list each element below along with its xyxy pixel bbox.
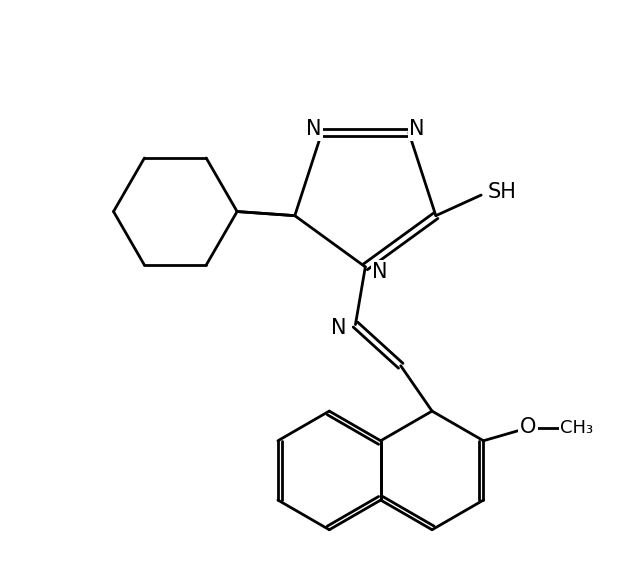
Text: N: N <box>332 318 347 338</box>
Text: N: N <box>410 120 425 140</box>
Text: SH: SH <box>487 182 516 202</box>
Text: CH₃: CH₃ <box>560 419 593 438</box>
Text: N: N <box>372 262 388 282</box>
Text: O: O <box>520 417 536 437</box>
Text: N: N <box>306 120 321 140</box>
